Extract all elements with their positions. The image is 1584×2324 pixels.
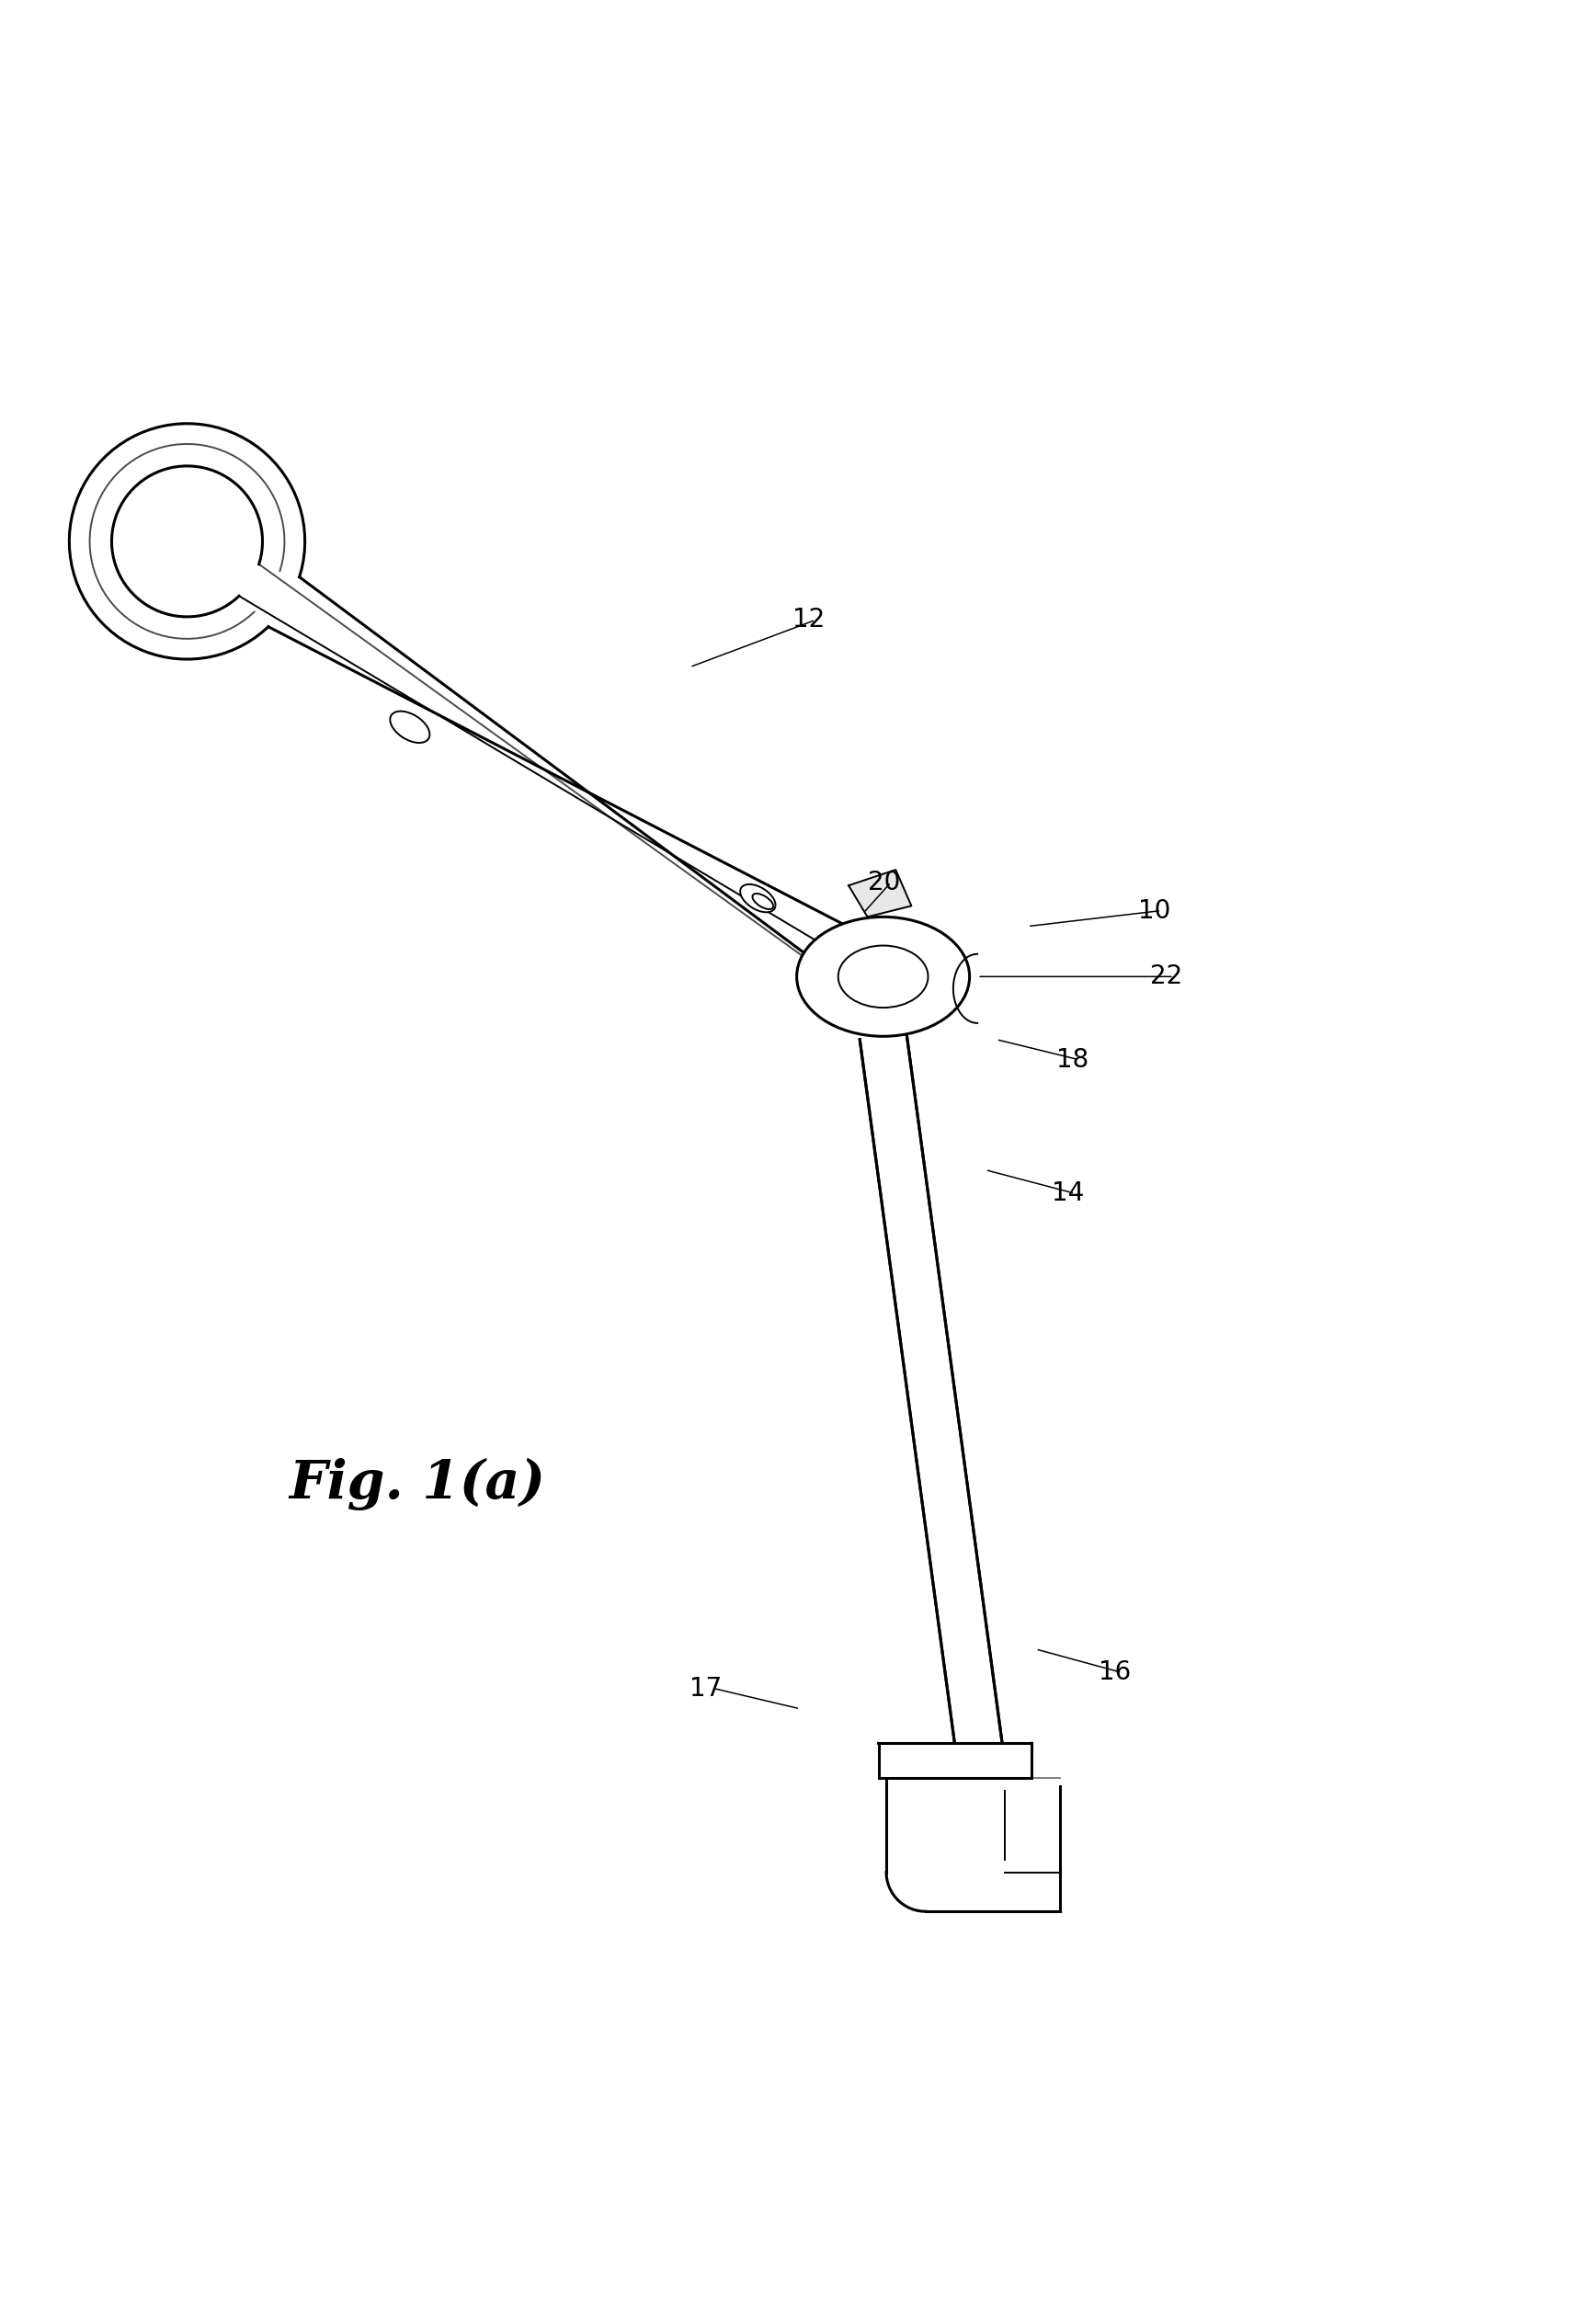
- Text: 17: 17: [691, 1676, 722, 1701]
- Text: 12: 12: [792, 607, 824, 632]
- Ellipse shape: [740, 885, 776, 913]
- Ellipse shape: [797, 918, 969, 1037]
- Text: 20: 20: [868, 869, 900, 895]
- Text: 16: 16: [1098, 1659, 1131, 1685]
- Text: 18: 18: [1057, 1048, 1088, 1074]
- Polygon shape: [879, 1743, 1031, 1778]
- Ellipse shape: [838, 946, 928, 1009]
- Text: 22: 22: [1150, 964, 1183, 990]
- Text: Fig. 1(a): Fig. 1(a): [290, 1457, 546, 1511]
- Ellipse shape: [390, 711, 429, 744]
- Text: 10: 10: [1137, 897, 1171, 923]
- Text: 14: 14: [1052, 1181, 1083, 1206]
- Polygon shape: [860, 1034, 1004, 1762]
- Polygon shape: [849, 869, 911, 918]
